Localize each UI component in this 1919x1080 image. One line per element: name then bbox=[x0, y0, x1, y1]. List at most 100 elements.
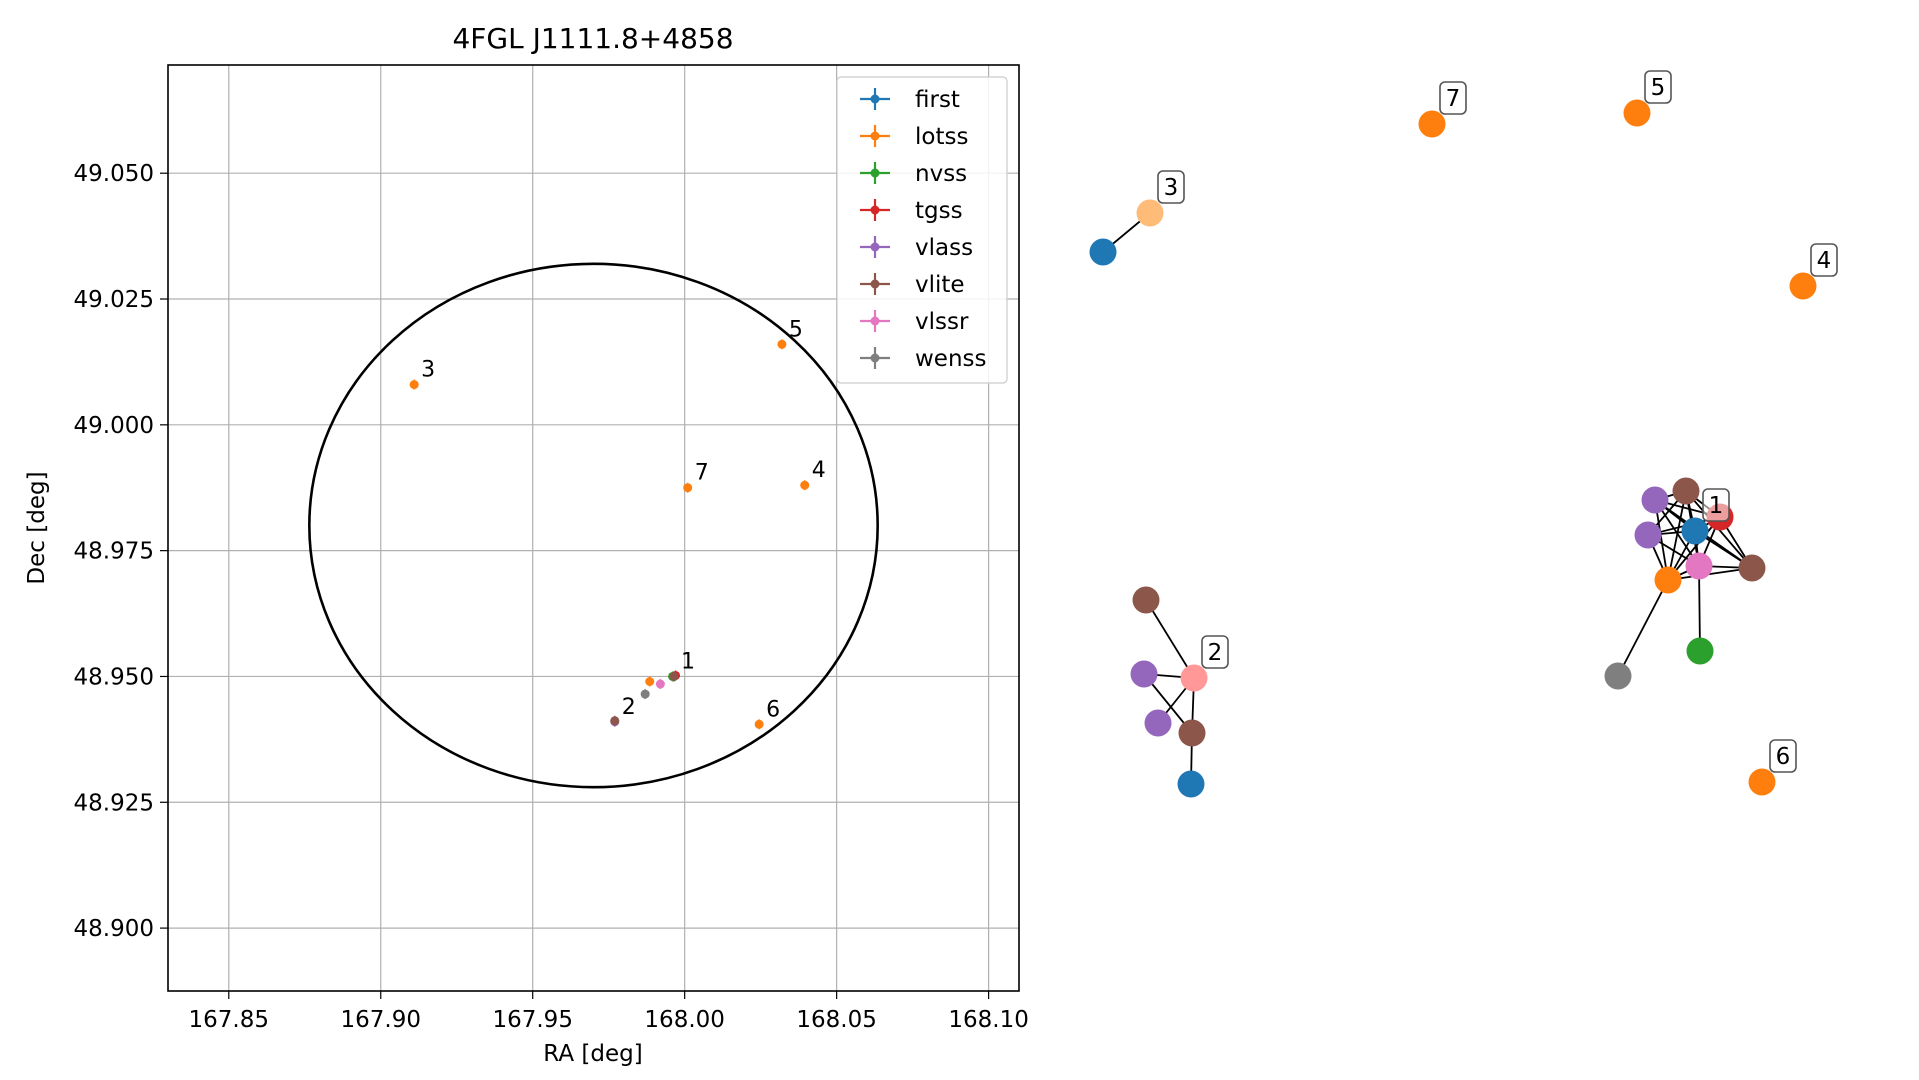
legend-marker-tgss bbox=[860, 199, 890, 221]
network-node bbox=[1130, 660, 1158, 688]
x-axis-label: RA [deg] bbox=[543, 1041, 642, 1067]
point-lotss bbox=[777, 339, 787, 350]
network-label-2: 2 bbox=[1201, 635, 1229, 669]
x-tick-label: 167.85 bbox=[189, 1007, 269, 1033]
network-edge bbox=[1667, 567, 1753, 581]
network-label-text: 3 bbox=[1164, 175, 1179, 201]
network-edge bbox=[1667, 516, 1721, 581]
y-tick-label: 49.050 bbox=[74, 161, 154, 187]
network-node bbox=[1654, 566, 1682, 594]
legend-label-tgss: tgss bbox=[915, 198, 963, 224]
y-tick-label: 49.025 bbox=[74, 287, 154, 313]
legend-label-first: first bbox=[915, 87, 960, 113]
network-node bbox=[1685, 552, 1713, 580]
annotation-label: 1 bbox=[681, 649, 695, 674]
point-lotss bbox=[409, 379, 419, 390]
network-node bbox=[1178, 719, 1206, 747]
point-vlssr bbox=[655, 679, 665, 690]
network-node bbox=[1748, 768, 1776, 796]
sky-scatter-plot: 4FGL J1111.8+4858 167.85 167.90 167.95 168.… bbox=[24, 22, 1029, 1067]
y-axis-ticks: 48.900 48.925 48.950 48.975 49.000 49.025 49.0… bbox=[74, 161, 168, 942]
network-label-1: 1 bbox=[1702, 488, 1730, 522]
axes-frame bbox=[167, 64, 1020, 992]
network-edge bbox=[1617, 579, 1669, 677]
network-label-5: 5 bbox=[1644, 70, 1672, 104]
point-lotss bbox=[800, 480, 810, 491]
y-tick-label: 49.000 bbox=[74, 413, 154, 439]
network-label-text: 2 bbox=[1208, 640, 1223, 666]
annotation-label: 5 bbox=[789, 317, 803, 342]
network-node bbox=[1132, 586, 1160, 614]
network-node bbox=[1418, 110, 1446, 138]
legend-marker-vlite bbox=[860, 273, 890, 295]
y-axis-label: Dec [deg] bbox=[24, 471, 50, 584]
network-node bbox=[1738, 554, 1766, 582]
legend-label-wenss: wenss bbox=[915, 346, 987, 372]
network-edge bbox=[1654, 499, 1669, 581]
network-node bbox=[1672, 477, 1700, 505]
point-lotss bbox=[683, 482, 693, 493]
network-node bbox=[1634, 521, 1662, 549]
network-node bbox=[1604, 662, 1632, 690]
localization-ellipse bbox=[308, 262, 879, 789]
annotation-label: 2 bbox=[622, 695, 636, 720]
network-label-4: 4 bbox=[1810, 243, 1838, 277]
legend-box bbox=[836, 76, 1008, 384]
legend-marker-wenss bbox=[860, 347, 890, 369]
legend: first lotss nvss tgss vlass vlite vlssr wenss bbox=[836, 76, 1008, 384]
legend-label-vlass: vlass bbox=[915, 235, 973, 261]
y-tick-label: 48.950 bbox=[74, 664, 154, 690]
y-tick-label: 48.900 bbox=[74, 916, 154, 942]
network-label-text: 4 bbox=[1817, 248, 1832, 274]
legend-label-vlssr: vlssr bbox=[915, 309, 969, 335]
network-label-text: 7 bbox=[1446, 86, 1461, 112]
network-label-text: 1 bbox=[1709, 493, 1724, 519]
point-vlite bbox=[669, 671, 679, 682]
annotation-label: 7 bbox=[695, 461, 709, 486]
point-lotss bbox=[645, 676, 655, 687]
network-nodes bbox=[1089, 99, 1817, 798]
network-label-7: 7 bbox=[1439, 81, 1467, 115]
chart-title: 4FGL J1111.8+4858 bbox=[452, 22, 733, 55]
network-node bbox=[1641, 486, 1669, 514]
y-tick-label: 48.975 bbox=[74, 539, 154, 565]
network-label-text: 6 bbox=[1776, 744, 1791, 770]
legend-marker-nvss bbox=[860, 162, 890, 184]
legend-label-vlite: vlite bbox=[915, 272, 965, 298]
network-edge bbox=[1667, 490, 1687, 581]
network-node bbox=[1136, 199, 1164, 227]
legend-marker-first bbox=[860, 88, 890, 110]
network-node bbox=[1623, 99, 1651, 127]
network-node bbox=[1686, 637, 1714, 665]
annotation-label: 3 bbox=[421, 358, 435, 383]
network-edge bbox=[1145, 599, 1195, 679]
point-vlite bbox=[610, 715, 620, 726]
legend-label-lotss: lotss bbox=[915, 124, 968, 150]
legend-marker-vlssr bbox=[860, 310, 890, 332]
network-labels: 3 7 5 4 6 2 1 bbox=[1157, 70, 1838, 773]
legend-label-nvss: nvss bbox=[915, 161, 967, 187]
x-axis-ticks: 167.85 167.90 167.95 168.00 168.05 168.10 bbox=[189, 991, 1029, 1033]
network-node bbox=[1789, 272, 1817, 300]
annotation-label: 4 bbox=[812, 458, 826, 483]
network-graph: 3 7 5 4 6 2 1 bbox=[1089, 70, 1838, 798]
x-tick-label: 168.10 bbox=[948, 1007, 1028, 1033]
network-node bbox=[1681, 517, 1709, 545]
x-tick-label: 168.05 bbox=[796, 1007, 876, 1033]
plot-area bbox=[308, 262, 879, 789]
x-tick-label: 167.90 bbox=[341, 1007, 421, 1033]
x-tick-label: 168.00 bbox=[644, 1007, 724, 1033]
legend-marker-vlass bbox=[860, 236, 890, 258]
point-lotss bbox=[754, 719, 764, 730]
network-label-3: 3 bbox=[1157, 170, 1185, 204]
network-node bbox=[1177, 770, 1205, 798]
network-label-text: 5 bbox=[1651, 75, 1666, 101]
point-wenss bbox=[640, 689, 650, 700]
annotation-label: 6 bbox=[766, 697, 780, 722]
legend-marker-lotss bbox=[860, 125, 890, 147]
source-annotations: 1 2 3 4 5 6 7 bbox=[421, 317, 826, 722]
network-node bbox=[1180, 664, 1208, 692]
x-tick-label: 167.95 bbox=[492, 1007, 572, 1033]
network-node bbox=[1144, 709, 1172, 737]
